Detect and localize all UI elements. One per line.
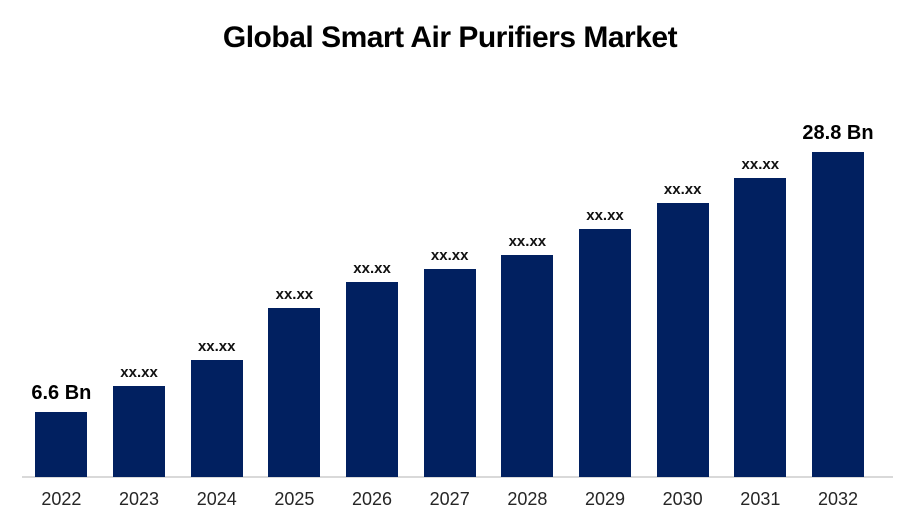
value-label-2024: xx.xx xyxy=(197,337,236,355)
x-axis-label-2032: 2032 xyxy=(817,489,859,509)
bar-2026 xyxy=(346,282,399,477)
value-label-2025: xx.xx xyxy=(275,285,314,303)
bar-2023 xyxy=(113,386,166,477)
value-label-2027: xx.xx xyxy=(430,246,469,264)
bar-2027 xyxy=(423,269,476,477)
x-axis-label-2022: 2022 xyxy=(41,489,82,509)
bar-2028 xyxy=(501,255,554,477)
value-label-2022: 6.6 Bn xyxy=(31,382,92,404)
bar-2032 xyxy=(812,152,864,477)
bar-2022 xyxy=(35,412,88,477)
value-label-2031: xx.xx xyxy=(741,155,780,173)
x-axis-label-2023: 2023 xyxy=(119,489,160,509)
x-axis-line xyxy=(22,476,893,478)
x-axis-label-2031: 2031 xyxy=(740,489,781,509)
bar-2030 xyxy=(656,203,709,477)
bar-2029 xyxy=(579,229,632,477)
value-label-2029: xx.xx xyxy=(586,206,624,224)
value-label-2030: xx.xx xyxy=(663,180,702,198)
bar-2024 xyxy=(190,360,243,477)
chart-title: Global Smart Air Purifiers Market xyxy=(222,21,678,54)
x-axis-label-2029: 2029 xyxy=(584,489,626,509)
x-axis-label-2025: 2025 xyxy=(274,489,315,509)
x-axis-label-2027: 2027 xyxy=(429,489,470,509)
x-axis-label-2030: 2030 xyxy=(662,489,703,509)
bar-2031 xyxy=(734,178,787,477)
value-label-2028: xx.xx xyxy=(508,232,547,250)
x-axis-label-2024: 2024 xyxy=(196,489,237,509)
bar-2025 xyxy=(268,308,321,477)
x-axis-label-2028: 2028 xyxy=(507,489,548,509)
value-label-2023: xx.xx xyxy=(120,363,158,381)
value-label-2032: 28.8 Bn xyxy=(802,122,874,144)
x-axis-label-2026: 2026 xyxy=(352,489,393,509)
value-label-2026: xx.xx xyxy=(353,259,391,277)
